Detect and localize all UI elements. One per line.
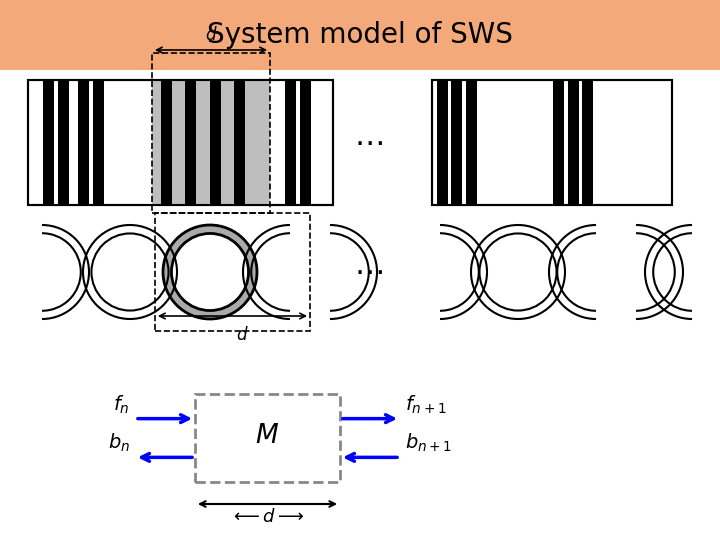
Bar xyxy=(553,80,564,205)
Bar xyxy=(93,80,104,205)
Text: System model of SWS: System model of SWS xyxy=(207,21,513,49)
Bar xyxy=(582,80,593,205)
Text: $d$: $d$ xyxy=(236,326,249,344)
Bar xyxy=(437,80,448,205)
Bar xyxy=(28,80,333,205)
Text: $\cdots$: $\cdots$ xyxy=(354,258,382,287)
Bar xyxy=(43,80,54,205)
Bar xyxy=(432,80,672,205)
Text: $\longleftarrow d \longrightarrow$: $\longleftarrow d \longrightarrow$ xyxy=(230,508,305,526)
Bar xyxy=(0,0,720,70)
Bar xyxy=(568,80,579,205)
Bar xyxy=(285,80,296,205)
Bar xyxy=(78,80,89,205)
Text: $f_{n+1}$: $f_{n+1}$ xyxy=(405,393,446,416)
Bar xyxy=(234,80,245,205)
Text: $\mathbf{\mathit{M}}$: $\mathbf{\mathit{M}}$ xyxy=(256,423,279,449)
Bar xyxy=(58,80,69,205)
Bar xyxy=(432,80,672,205)
Bar xyxy=(210,80,221,205)
Bar xyxy=(161,80,172,205)
Bar xyxy=(152,80,270,205)
Bar xyxy=(195,394,340,482)
Text: $d$: $d$ xyxy=(204,26,217,44)
Text: $\cdots$: $\cdots$ xyxy=(354,128,382,157)
Text: $f_n$: $f_n$ xyxy=(114,393,130,416)
Bar xyxy=(28,80,333,205)
Bar xyxy=(300,80,311,205)
Bar xyxy=(152,53,270,213)
Text: $b_{n+1}$: $b_{n+1}$ xyxy=(405,432,452,454)
Bar xyxy=(185,80,196,205)
Bar xyxy=(155,213,310,331)
Bar xyxy=(466,80,477,205)
Bar xyxy=(451,80,462,205)
Text: $b_n$: $b_n$ xyxy=(108,432,130,454)
